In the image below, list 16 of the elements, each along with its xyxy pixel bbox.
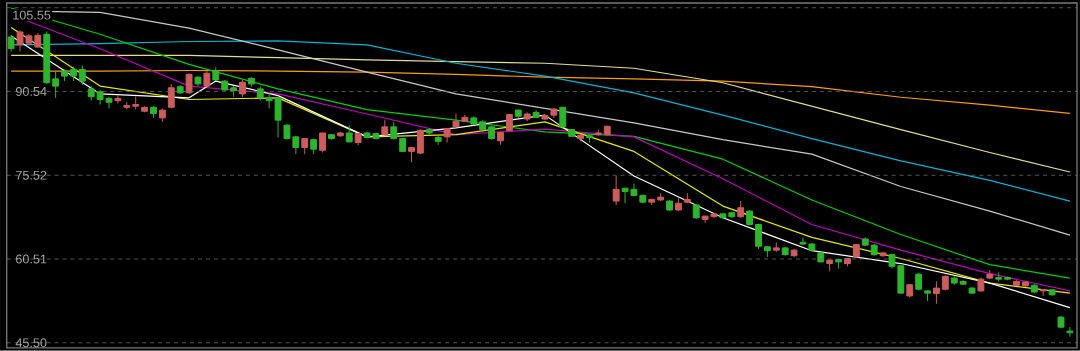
candlestick (78, 65, 86, 86)
line-series (10, 70, 1071, 115)
candlestick (114, 95, 122, 105)
candlestick (755, 223, 762, 250)
candlestick (185, 72, 193, 95)
y-tick-label: 90.54 (15, 87, 47, 97)
y-tick-label: 105.55 (13, 10, 51, 20)
candlestick (167, 83, 175, 110)
y-tick-label: 75.52 (16, 170, 47, 180)
y-tick-label: 60.51 (16, 254, 47, 264)
candlestick (612, 175, 620, 206)
candlestick (1066, 326, 1074, 338)
y-tick-label: 45.50 (15, 338, 47, 348)
candlestick (319, 132, 326, 154)
candlestick (52, 70, 60, 99)
candlestick (933, 281, 940, 305)
